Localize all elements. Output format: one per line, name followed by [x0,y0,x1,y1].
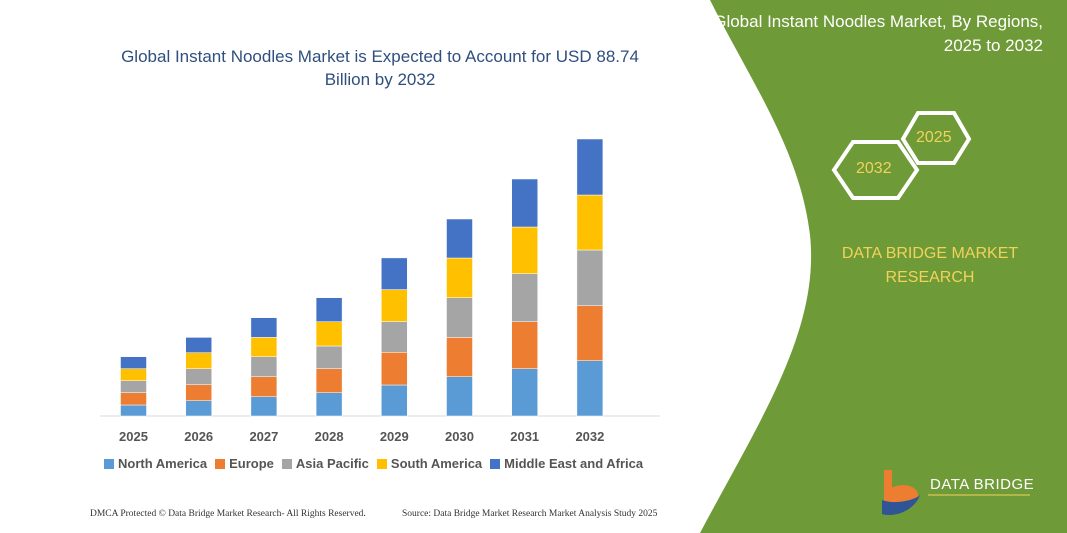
x-tick-labels: 2025 2026 2027 2028 2029 2030 2031 2032 [119,429,604,444]
brand-text: DATA BRIDGE MARKET RESEARCH [841,245,1019,286]
bar-segment-north-america-2027 [250,396,278,417]
bar-segment-europe-2032 [576,305,604,361]
legend: North America Europe Asia Pacific South … [104,456,643,471]
hex-label-2032: 2032 [856,160,892,177]
legend-label: Asia Pacific [295,456,369,471]
bar-segment-middle-east-and-africa-2029 [381,257,408,290]
green-panel [700,0,1067,533]
bar-segment-asia-pacific-2025 [120,380,147,393]
bar-segment-north-america-2031 [511,368,538,417]
x-tick-label: 2029 [380,429,409,444]
bar-segment-middle-east-and-africa-2027 [250,317,278,338]
bar-segment-north-america-2026 [185,400,212,417]
chart-title: Global Instant Noodles Market is Expecte… [121,47,639,89]
bar-segment-middle-east-and-africa-2030 [446,218,473,259]
hex-label-2025: 2025 [916,129,952,146]
bar-segment-europe-2027 [250,376,278,397]
legend-item: North America [104,456,207,471]
bars-group [120,138,604,417]
bar-segment-europe-2030 [446,337,473,377]
legend-item: South America [376,456,483,471]
bar-segment-europe-2031 [511,321,538,369]
x-tick-label: 2032 [575,429,604,444]
bar-segment-south-america-2031 [511,226,538,274]
legend-label: Middle East and Africa [504,456,644,471]
legend-swatch [376,458,387,469]
logo-icon [882,470,1030,516]
bar-segment-europe-2026 [185,384,212,401]
bar-segment-asia-pacific-2029 [381,321,408,353]
x-tick-label: 2028 [315,429,344,444]
footer-copyright: DMCA Protected © Data Bridge Market Rese… [90,509,366,519]
legend-swatch [281,458,292,469]
bar-segment-asia-pacific-2028 [315,345,343,369]
bar-segment-asia-pacific-2027 [250,356,278,377]
bar-segment-middle-east-and-africa-2028 [315,297,343,322]
bar-segment-europe-2028 [315,368,343,393]
panel-title: Global Instant Noodles Market, By Region… [713,12,1043,55]
hexagon-2032 [831,140,920,200]
bar-segment-north-america-2025 [120,404,147,417]
bar-segment-north-america-2030 [446,376,473,417]
x-tick-label: 2026 [184,429,213,444]
bar-segment-asia-pacific-2030 [446,297,473,338]
bar-segment-south-america-2032 [576,194,604,251]
bar-segment-north-america-2029 [381,384,408,417]
bar-segment-south-america-2027 [250,337,278,357]
legend-swatch [215,458,226,469]
bar-segment-middle-east-and-africa-2031 [511,178,538,228]
bar-segment-europe-2029 [381,352,408,386]
legend-swatch [490,458,501,469]
bar-segment-south-america-2030 [446,257,473,298]
bar-segment-asia-pacific-2032 [576,249,604,306]
bar-segment-middle-east-and-africa-2025 [120,356,147,369]
bar-segment-asia-pacific-2026 [185,368,212,385]
x-tick-label: 2025 [119,429,148,444]
bar-segment-asia-pacific-2031 [511,273,538,322]
legend-label: North America [118,456,208,471]
legend-item: Europe [215,456,274,471]
x-tick-label: 2027 [249,429,278,444]
logo-text: DATA BRIDGE [930,476,1035,493]
footer-source: Source: Data Bridge Market Research Mark… [402,509,658,519]
legend-label: Europe [229,456,274,471]
x-tick-label: 2030 [445,429,474,444]
x-tick-label: 2031 [510,429,539,444]
hexagon-2025 [900,111,972,165]
bar-segment-europe-2025 [120,392,147,406]
bar-segment-south-america-2029 [381,289,408,322]
bar-segment-north-america-2032 [576,360,604,417]
bar-segment-south-america-2025 [120,368,147,381]
bar-segment-north-america-2028 [315,392,343,417]
bar-segment-middle-east-and-africa-2032 [576,138,604,196]
legend-label: South America [390,456,483,471]
bar-segment-middle-east-and-africa-2026 [185,337,212,353]
legend-item: Middle East and Africa [490,456,643,471]
legend-swatch [104,458,114,469]
legend-item: Asia Pacific [281,456,369,471]
bar-segment-south-america-2028 [315,321,343,347]
bar-segment-south-america-2026 [185,352,212,369]
